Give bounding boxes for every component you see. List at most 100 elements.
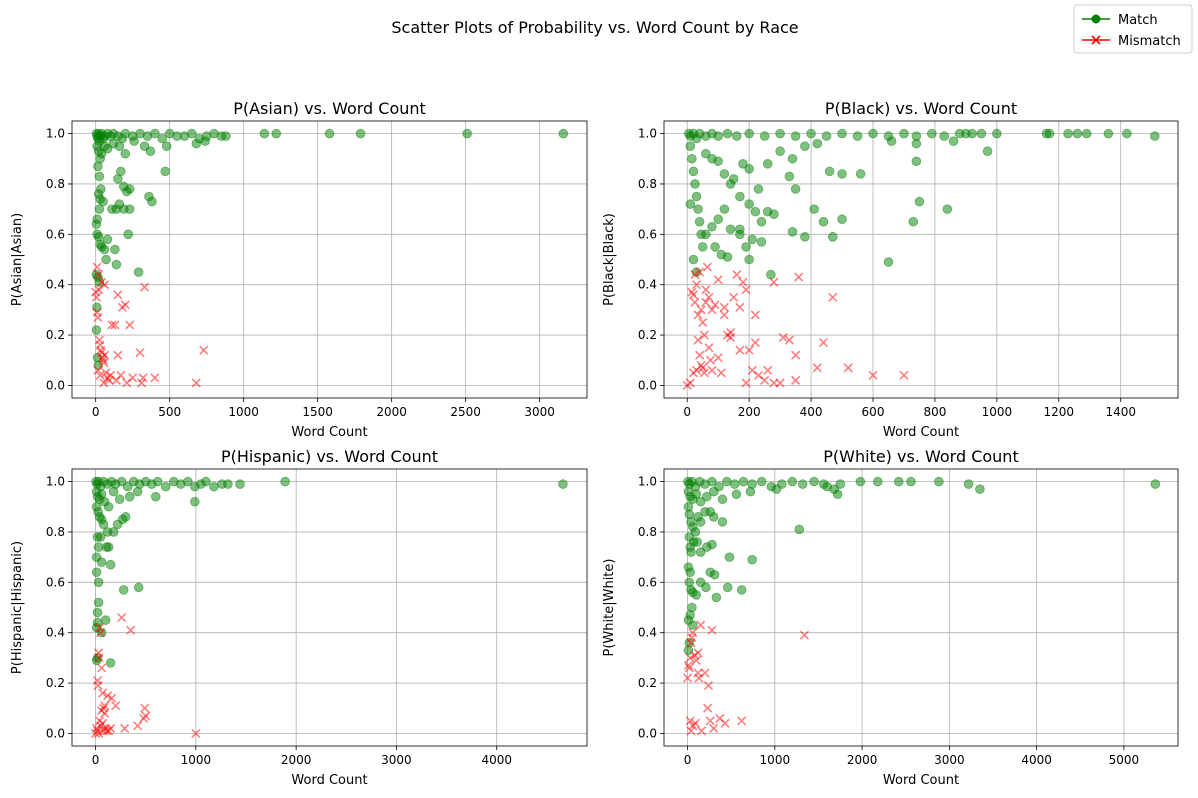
data-point-mismatch — [103, 691, 113, 701]
data-point-mismatch — [92, 262, 102, 272]
x-tick-label: 1500 — [302, 405, 333, 419]
data-point-match — [687, 153, 697, 164]
data-point-match — [695, 517, 706, 527]
data-point-match — [868, 128, 878, 139]
data-point-match — [818, 216, 829, 227]
data-point-mismatch — [744, 345, 754, 355]
x-tick-label: 500 — [158, 405, 181, 419]
data-point-mismatch — [729, 292, 739, 302]
data-point-match — [355, 128, 366, 139]
x-tick-label: 1000 — [982, 405, 1013, 419]
data-point-mismatch — [117, 613, 127, 623]
data-point-mismatch — [784, 335, 794, 345]
x-tick-label: 1000 — [760, 753, 791, 767]
data-point-match — [710, 242, 720, 252]
subplot-title: P(Asian) vs. Word Count — [233, 99, 426, 118]
data-point-mismatch — [113, 290, 123, 300]
data-point-match — [745, 486, 756, 497]
data-point-mismatch — [732, 270, 742, 280]
data-point-mismatch — [95, 370, 105, 380]
data-point-match — [191, 138, 202, 149]
data-point-match — [708, 486, 719, 497]
y-tick-label: 1.0 — [638, 127, 657, 141]
data-point-match — [132, 486, 143, 497]
data-point-match — [873, 476, 883, 487]
y-tick-label: 1.0 — [46, 127, 65, 141]
legend-mismatch-marker — [1091, 35, 1101, 45]
data-point-mismatch — [716, 368, 726, 378]
data-point-match — [725, 179, 736, 189]
data-point-match — [123, 229, 134, 240]
data-point-match — [744, 128, 754, 139]
data-point-match — [711, 592, 722, 603]
axes-frame — [663, 120, 1179, 399]
data-point-mismatch — [99, 378, 109, 388]
data-point-mismatch — [735, 302, 745, 312]
data-point-match — [114, 494, 125, 505]
x-tick-label: 2000 — [281, 753, 312, 767]
data-point-match — [744, 199, 754, 209]
data-point-match — [725, 224, 736, 235]
x-axis-label: Word Count — [883, 773, 959, 788]
data-point-mismatch — [99, 726, 109, 736]
data-point-mismatch — [702, 262, 712, 272]
data-point-match — [687, 620, 698, 630]
data-point-match — [91, 325, 102, 335]
data-point-match — [701, 491, 712, 502]
data-point-match — [800, 232, 810, 242]
data-point-match — [102, 234, 113, 245]
x-tick-label: 400 — [800, 405, 823, 419]
data-point-match — [1072, 128, 1083, 139]
data-point-mismatch — [106, 723, 116, 733]
data-point-match — [103, 542, 114, 552]
data-point-mismatch — [684, 663, 694, 673]
data-point-mismatch — [138, 373, 148, 383]
y-tick-label: 0.2 — [46, 328, 65, 342]
data-point-match — [200, 136, 210, 146]
data-point-match — [145, 146, 156, 157]
data-point-match — [709, 569, 720, 580]
data-point-mismatch — [747, 365, 757, 375]
subplot-title: P(Black) vs. Word Count — [825, 99, 1017, 118]
data-point-match — [201, 476, 211, 487]
x-tick-label: 0 — [684, 753, 692, 767]
data-point-match — [835, 479, 846, 489]
data-point-match — [223, 479, 233, 489]
data-point-match — [707, 476, 717, 487]
data-point-mismatch — [707, 625, 717, 635]
data-point-mismatch — [699, 368, 709, 378]
data-point-match — [750, 206, 761, 217]
data-point-match — [108, 527, 119, 537]
data-point-match — [96, 557, 107, 567]
x-tick-label: 2000 — [376, 405, 407, 419]
data-point-mismatch — [126, 625, 136, 635]
data-point-mismatch — [107, 693, 117, 703]
subplot-title: P(Hispanic) vs. Word Count — [221, 447, 438, 466]
data-point-mismatch — [799, 630, 810, 640]
data-point-mismatch — [191, 378, 201, 388]
data-point-mismatch — [695, 267, 705, 277]
data-point-mismatch — [778, 332, 788, 343]
data-point-match — [100, 615, 111, 625]
data-point-match — [722, 476, 732, 487]
data-point-match — [1149, 131, 1160, 141]
data-point-mismatch — [763, 365, 773, 375]
data-point-match — [914, 196, 925, 207]
data-point-match — [794, 524, 805, 535]
data-point-match — [160, 481, 171, 492]
data-point-mismatch — [705, 716, 715, 726]
data-point-mismatch — [191, 728, 201, 738]
data-point-match — [93, 577, 104, 588]
data-point-match — [685, 141, 696, 151]
data-point-match — [183, 476, 193, 487]
data-point-mismatch — [696, 360, 706, 370]
data-point-mismatch — [101, 368, 111, 378]
data-point-match — [271, 128, 282, 139]
data-point-match — [756, 216, 767, 227]
data-point-match — [707, 221, 717, 232]
data-point-match — [832, 489, 843, 499]
data-point-mismatch — [750, 310, 760, 320]
y-tick-label: 0.2 — [46, 676, 65, 690]
data-point-match — [695, 547, 706, 557]
